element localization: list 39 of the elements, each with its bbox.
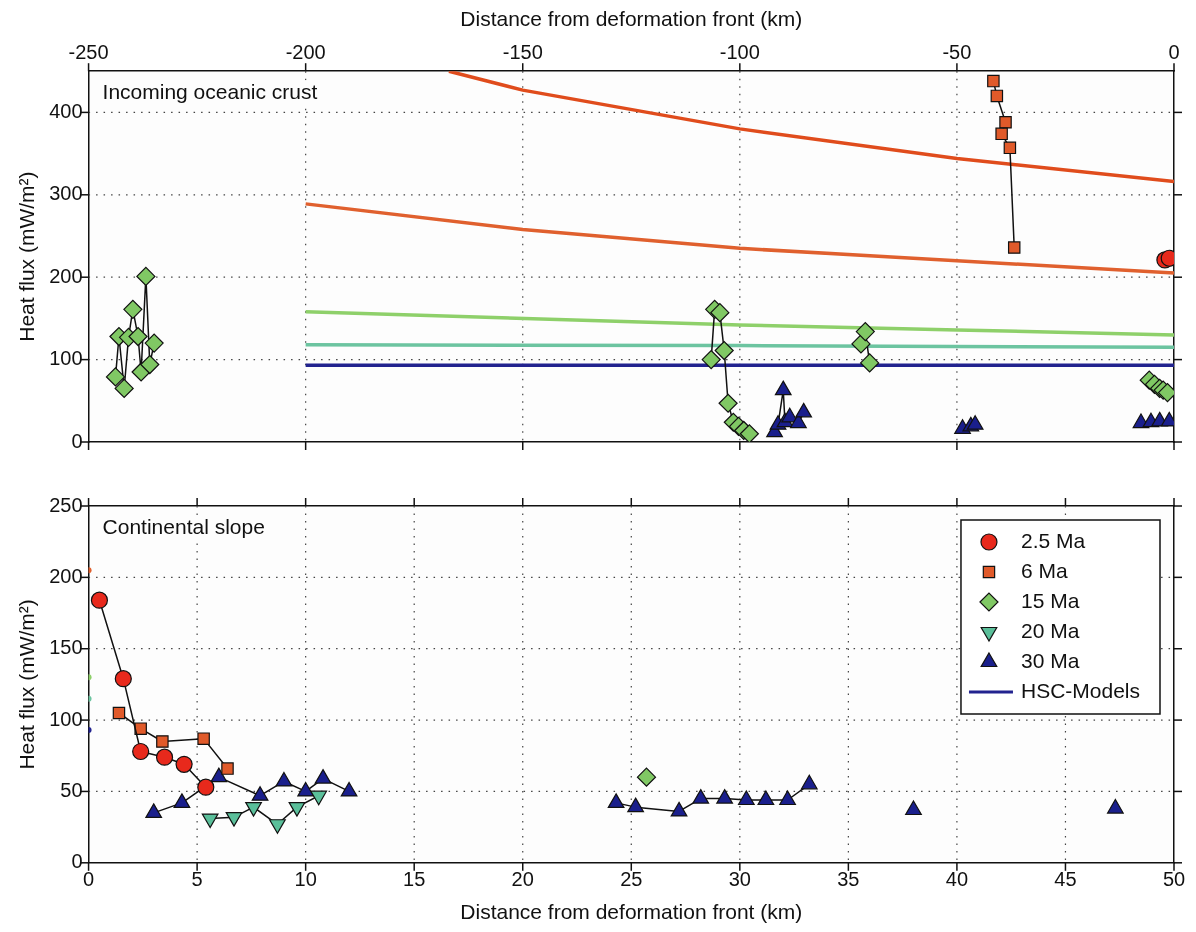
x-tick-label: 15: [403, 868, 426, 891]
y-tick-label: 100: [49, 347, 83, 370]
x-tick-label: 30: [728, 868, 751, 891]
y-tick-label: 300: [49, 182, 83, 205]
y-tick-label: 50: [60, 778, 83, 801]
x-tick-label: -50: [942, 40, 972, 63]
x-tick-label: 20: [511, 868, 534, 891]
x-tick-label: -250: [68, 40, 109, 63]
y-tick-label: 100: [49, 707, 83, 730]
x-tick-label: 35: [837, 868, 860, 891]
x-axis-title: Distance from deformation front (km): [460, 7, 803, 31]
x-tick-label: -150: [502, 40, 543, 63]
legend-label: 2.5 Ma: [1020, 528, 1086, 552]
legend-label: 20 Ma: [1020, 618, 1080, 642]
legend-label: 30 Ma: [1020, 648, 1080, 672]
y-tick-label: 250: [49, 493, 83, 516]
x-tick-label: -100: [719, 40, 760, 63]
y-tick-label: 0: [71, 429, 83, 452]
x-tick-label: -200: [285, 40, 326, 63]
y-tick-label: 400: [49, 99, 83, 122]
x-tick-label: 5: [191, 868, 203, 891]
y-tick-label: 0: [71, 850, 83, 873]
x-axis-title: Distance from deformation front (km): [460, 900, 803, 924]
y-tick-label: 200: [49, 564, 83, 587]
legend-label: HSC-Models: [1020, 678, 1140, 702]
x-tick-label: 10: [294, 868, 317, 891]
y-tick-label: 200: [49, 264, 83, 287]
annotation: Continental slope: [102, 515, 265, 539]
x-tick-label: 45: [1054, 868, 1077, 891]
x-tick-label: 0: [1168, 40, 1180, 63]
x-tick-label: 50: [1162, 868, 1186, 891]
x-tick-label: 25: [620, 868, 643, 891]
y-axis-title: Heat flux (mW/m²): [15, 599, 39, 770]
y-axis-title: Heat flux (mW/m²): [15, 171, 39, 342]
annotation: Incoming oceanic crust: [102, 80, 318, 104]
y-tick-label: 150: [49, 636, 83, 659]
x-tick-label: 40: [945, 868, 969, 891]
legend-label: 15 Ma: [1020, 588, 1080, 612]
legend-label: 6 Ma: [1020, 558, 1068, 582]
